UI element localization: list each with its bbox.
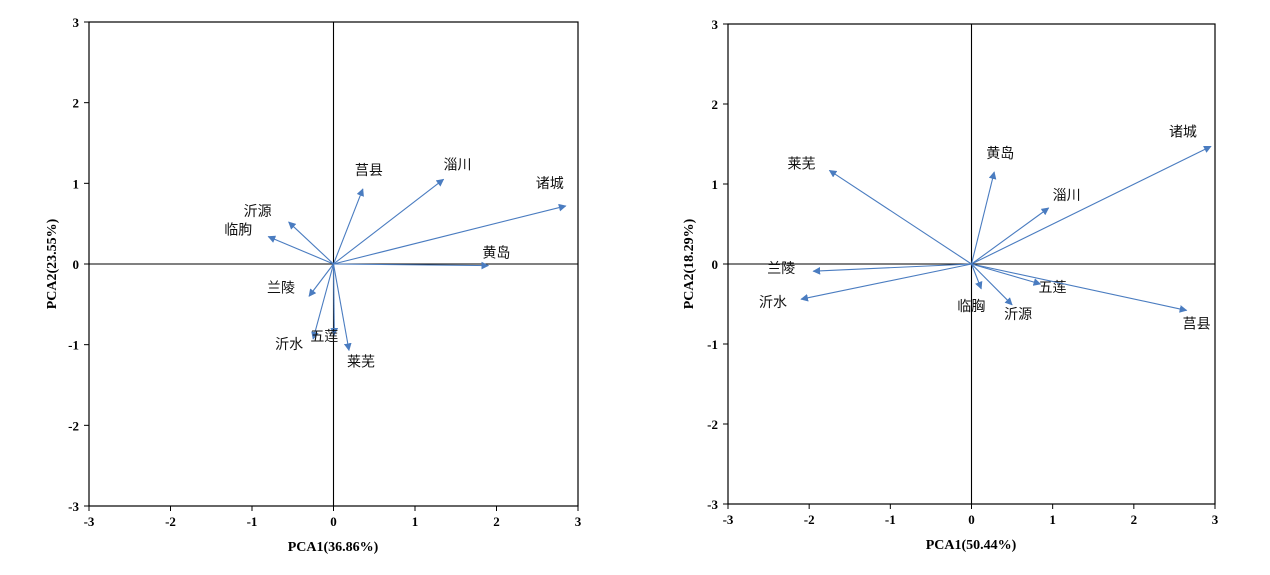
x-tick-label: -1: [247, 514, 258, 529]
y-tick-label: -3: [707, 497, 718, 512]
point-label: 莱芜: [347, 353, 375, 370]
point-label: 淄川: [444, 157, 472, 173]
point-label: 莱芜: [787, 155, 815, 172]
loading-arrow: [332, 188, 364, 265]
x-tick-label: -3: [84, 514, 95, 529]
loading-arrow: [333, 203, 567, 265]
y-tick-label: 3: [73, 15, 80, 30]
loading-arrow: [330, 263, 339, 336]
biplot-right: -3 -2 -1 0 1 2 3 -3 -2 -1 0 1 2 3 诸城黄岛莱芜淄川兰陵沂水 临胸沂源五莲莒县…: [682, 17, 1219, 553]
point-label: 沂源: [244, 204, 272, 220]
point-label: 诸城: [536, 176, 564, 192]
loading-arrow: [971, 263, 1188, 313]
y-tick-label: 0: [712, 257, 719, 272]
y-tick-label: 0: [73, 257, 80, 272]
point-label: 五莲: [310, 329, 338, 345]
point-label: 五莲: [1038, 280, 1066, 296]
loading-arrow: [970, 263, 983, 290]
y-tick-label: 1: [712, 177, 719, 192]
x-tick-label: 0: [330, 514, 337, 529]
point-label: 淄川: [1053, 188, 1081, 204]
y-tick-label: 1: [73, 176, 80, 191]
x-tick-label: 1: [412, 514, 419, 529]
x-tick-label: -2: [804, 512, 815, 527]
y-tick-label: 2: [73, 96, 80, 111]
point-label: 临朐: [224, 223, 252, 239]
point-label: 莒县: [1183, 316, 1211, 332]
loading-arrow: [970, 171, 997, 265]
point-label: 黄岛: [482, 245, 510, 262]
loading-arrow: [971, 263, 1042, 286]
point-label: 临胸: [957, 299, 985, 315]
point-label: 沂水: [759, 295, 787, 311]
x-tick-label: -2: [165, 514, 176, 529]
x-tick-label: 2: [493, 514, 500, 529]
y-tick-label: -2: [707, 417, 718, 432]
x-axis-title: PCA1(36.86%): [288, 540, 379, 555]
x-tick-label: 2: [1131, 512, 1138, 527]
point-label: 沂源: [1004, 307, 1032, 323]
y-tick-label: -2: [68, 418, 79, 433]
x-tick-label: -3: [723, 512, 734, 527]
y-tick-label: -1: [707, 337, 718, 352]
y-axis-title: PCA2(23.55%): [45, 218, 60, 309]
loading-arrow: [308, 263, 334, 297]
x-tick-label: 3: [1212, 512, 1219, 527]
loading-arrow: [311, 263, 335, 340]
y-tick-label: -3: [68, 499, 79, 514]
loading-arrow: [971, 145, 1212, 265]
point-label: 诸城: [1169, 124, 1197, 140]
point-label: 黄岛: [986, 145, 1014, 162]
loading-arrow: [971, 263, 1013, 306]
loading-arrow: [332, 263, 352, 352]
y-axis-title: PCA2(18.29%): [682, 218, 697, 309]
loading-arrow: [288, 221, 334, 265]
loading-arrow: [333, 261, 490, 270]
y-tick-label: -1: [68, 338, 79, 353]
x-tick-label: 3: [575, 514, 582, 529]
y-tick-label: 3: [712, 17, 719, 32]
loading-arrow: [267, 235, 334, 265]
point-label: 兰陵: [267, 280, 295, 296]
x-tick-label: 1: [1049, 512, 1056, 527]
loading-arrow: [812, 263, 972, 275]
point-label: 沂水: [275, 337, 303, 353]
loading-arrow: [971, 207, 1050, 265]
loading-arrow: [828, 169, 972, 265]
point-label: 兰陵: [767, 261, 795, 277]
x-tick-label: -1: [885, 512, 896, 527]
loading-arrow: [800, 263, 972, 302]
y-tick-label: 2: [712, 97, 719, 112]
loading-arrow: [333, 178, 445, 265]
x-axis-title: PCA1(50.44%): [926, 538, 1017, 553]
biplot-left: -3 -2 -1 0 1 2 3 -3 -2 -1 0 1 2 3 莒县 淄川诸城沂源临朐黄岛兰陵沂水五莲莱芜…: [45, 15, 582, 555]
x-tick-label: 0: [968, 512, 975, 527]
point-label: 莒县: [355, 163, 383, 179]
